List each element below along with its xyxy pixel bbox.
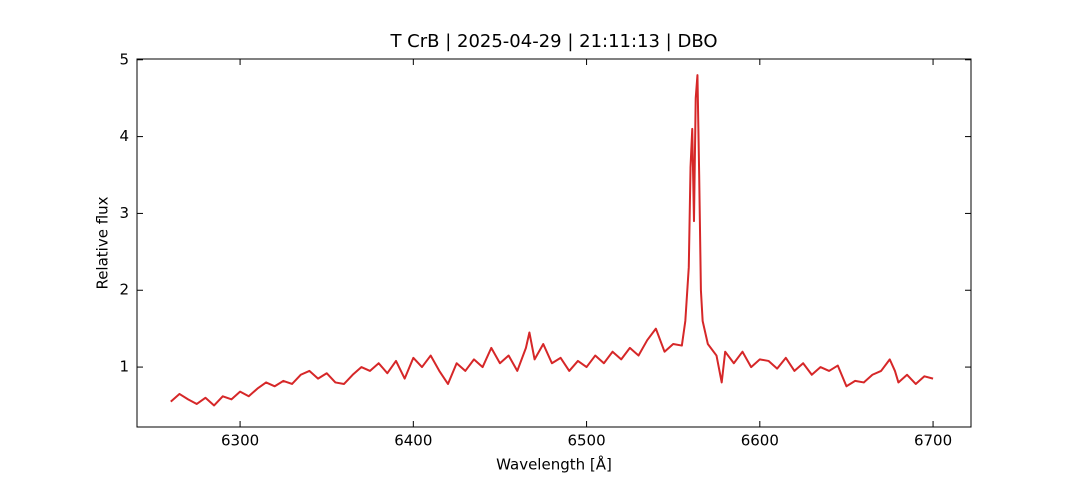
chart-title: T CrB | 2025-04-29 | 21:11:13 | DBO <box>389 31 717 52</box>
x-tick-label: 6400 <box>394 432 432 450</box>
x-tick-label: 6300 <box>221 432 259 450</box>
y-tick-label: 2 <box>119 281 129 299</box>
x-axis-label: Wavelength [Å] <box>496 455 612 474</box>
plot-frame <box>136 58 972 428</box>
y-tick-label: 4 <box>119 127 129 145</box>
y-tick-label: 1 <box>119 358 129 376</box>
x-tick-label: 6600 <box>741 432 779 450</box>
x-tick-label: 6700 <box>914 432 952 450</box>
y-axis-label: Relative flux <box>94 196 112 289</box>
spectrum-line <box>170 74 934 407</box>
y-tick-label: 3 <box>119 204 129 222</box>
x-tick-label: 6500 <box>567 432 605 450</box>
y-tick-label: 5 <box>119 50 129 68</box>
